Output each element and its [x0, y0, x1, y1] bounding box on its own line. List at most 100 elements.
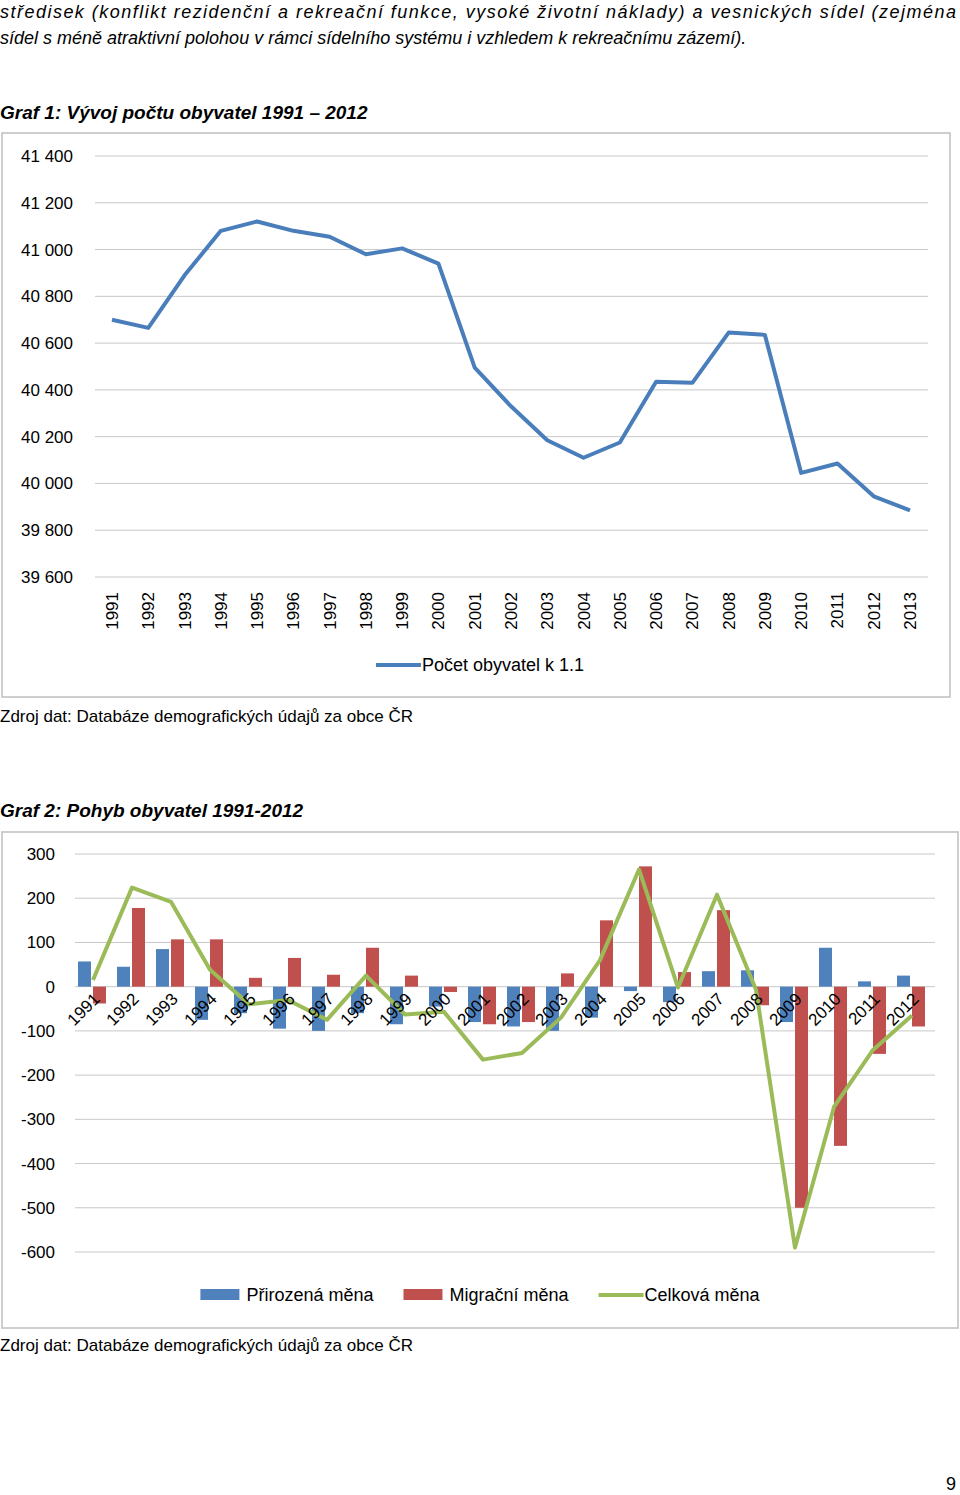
legend-item: Přirozená měna: [200, 1285, 374, 1305]
x-tick-label: 2003: [532, 989, 572, 1029]
x-tick-label: 2012: [865, 592, 884, 630]
legend-label: Celková měna: [645, 1285, 761, 1305]
x-tick-label: 1994: [181, 989, 221, 1029]
y-tick-label: 41 000: [21, 241, 73, 260]
x-tick-label: 1997: [298, 989, 338, 1029]
x-tick-label: 1995: [248, 592, 267, 630]
y-tick-label: 41 200: [21, 194, 73, 213]
bar: [327, 975, 340, 987]
x-tick-label: 2013: [901, 592, 920, 630]
x-tick-label: 2011: [828, 592, 847, 629]
legend-item: Počet obyvatel k 1.1: [376, 655, 584, 675]
grid-line: [95, 296, 928, 297]
grid-line: [75, 854, 935, 855]
y-tick-label: 40 000: [21, 474, 73, 493]
grid-line: [95, 577, 928, 578]
x-tick-label: 2003: [538, 592, 557, 630]
y-tick-label: 40 200: [21, 428, 73, 447]
paragraph-line: sídel s méně atraktivní polohou v rámci …: [0, 28, 746, 48]
grid-line: [95, 343, 928, 344]
grid-line: [75, 942, 935, 943]
y-tick-label: -200: [21, 1066, 55, 1085]
y-tick-label: 40 600: [21, 334, 73, 353]
chart-source: Zdroj dat: Databáze demografických údajů…: [0, 1336, 413, 1355]
x-tick-label: 2004: [571, 989, 611, 1029]
y-tick-label: 200: [27, 889, 55, 908]
x-tick-label: 1996: [259, 989, 299, 1029]
x-tick-label: 2006: [647, 592, 666, 630]
chart: Graf 2: Pohyb obyvatel 1991-2012 Zdroj da…: [0, 800, 958, 1355]
page-number: 9: [946, 1474, 956, 1494]
y-tick-label: 40 800: [21, 287, 73, 306]
y-tick-label: -300: [21, 1110, 55, 1129]
chart-title: Graf 2: Pohyb obyvatel 1991-2012: [0, 800, 304, 821]
bar: [858, 981, 871, 986]
bar: [444, 987, 457, 992]
x-tick-label: 2009: [766, 989, 806, 1029]
plot-marks: [78, 866, 925, 1247]
x-tick-label: 2002: [502, 592, 521, 630]
x-tick-label: 2005: [610, 989, 650, 1029]
x-tick-label: 2001: [454, 989, 494, 1029]
legend-label: Migrační měna: [449, 1285, 569, 1305]
legend-swatch: [200, 1289, 239, 1300]
legend: Počet obyvatel k 1.1: [376, 655, 584, 675]
x-tick-label: 2010: [805, 989, 845, 1029]
bar: [795, 987, 808, 1208]
y-tick-label: 41 400: [21, 147, 73, 166]
chart-title: Graf 1: Vývoj počtu obyvatel 1991 – 2012: [0, 102, 368, 123]
bar: [288, 958, 301, 987]
x-tick-label: 1998: [337, 989, 377, 1029]
chart-frame: [2, 133, 950, 697]
x-tick-label: 1999: [376, 989, 416, 1029]
bar: [405, 976, 418, 987]
x-tick-label: 2005: [611, 592, 630, 630]
bar: [171, 939, 184, 986]
bar: [561, 973, 574, 986]
y-tick-label: 100: [27, 933, 55, 952]
grid-line: [95, 530, 928, 531]
grid-line: [95, 156, 928, 157]
bar: [702, 971, 715, 986]
x-tick-label: 1997: [321, 592, 340, 630]
legend-swatch: [376, 663, 421, 667]
chart-frame: [2, 832, 958, 1328]
chart-source: Zdroj dat: Databáze demografických údajů…: [0, 707, 413, 726]
x-tick-label: 1994: [212, 592, 231, 630]
legend-swatch: [599, 1293, 644, 1297]
x-tick-label: 1992: [103, 989, 143, 1029]
bar: [132, 908, 145, 987]
legend-item: Celková měna: [599, 1285, 761, 1305]
y-tick-label: 0: [46, 978, 55, 997]
y-tick-label: 300: [27, 845, 55, 864]
bar: [156, 949, 169, 987]
bar: [897, 976, 910, 987]
legend-swatch: [403, 1289, 442, 1300]
x-tick-label: 1991: [64, 989, 104, 1029]
x-tick-label: 2000: [429, 592, 448, 630]
y-tick-label: -400: [21, 1155, 55, 1174]
x-tick-label: 2002: [493, 989, 533, 1029]
y-tick-label: -500: [21, 1199, 55, 1218]
grid-line: [75, 898, 935, 899]
x-tick-label: 1995: [220, 989, 260, 1029]
bar: [819, 948, 832, 987]
x-tick-label: 1996: [284, 592, 303, 630]
legend: Přirozená měna Migrační měna Celková měna: [200, 1285, 760, 1305]
paragraph-line: středisek (konflikt rezidenční a rekreač…: [0, 2, 956, 22]
y-tick-label: -100: [21, 1022, 55, 1041]
x-tick-label: 1993: [176, 592, 195, 630]
series-line: [93, 869, 912, 1247]
x-tick-label: 2009: [756, 592, 775, 630]
y-tick-label: 40 400: [21, 381, 73, 400]
grid-line: [95, 483, 928, 484]
grid-line: [95, 389, 928, 390]
x-tick-label: 2004: [575, 592, 594, 630]
x-tick-label: 1998: [357, 592, 376, 630]
x-tick-label: 2008: [720, 592, 739, 630]
page: středisek (konflikt rezidenční a rekreač…: [0, 0, 960, 1495]
grid-line: [75, 1252, 935, 1253]
y-tick-label: 39 800: [21, 521, 73, 540]
x-tick-label: 2012: [883, 989, 923, 1029]
bar: [78, 961, 91, 986]
